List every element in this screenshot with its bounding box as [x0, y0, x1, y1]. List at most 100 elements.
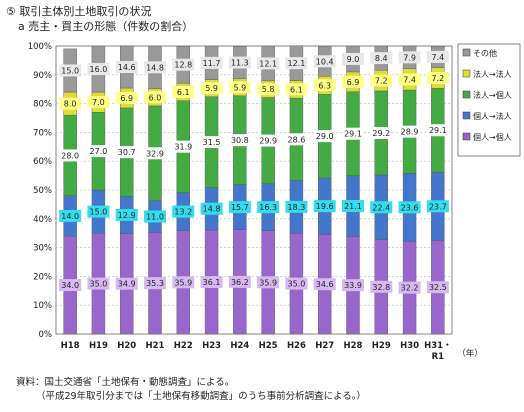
- y-tick-label: 70%: [33, 128, 52, 138]
- data-label: 11.7: [203, 59, 221, 68]
- data-label: 6.9: [347, 78, 360, 87]
- data-label-bg: [59, 64, 82, 77]
- x-tick-label: H20: [117, 341, 136, 351]
- data-label: 32.9: [146, 149, 164, 158]
- data-label: 11.0: [146, 212, 164, 221]
- data-label: 28.9: [401, 128, 419, 137]
- x-tick-label: H29: [372, 341, 391, 351]
- y-tick-label: 50%: [33, 186, 52, 196]
- data-label: 7.2: [375, 77, 388, 86]
- data-label: 30.7: [118, 148, 136, 157]
- data-label-bg: [172, 58, 195, 71]
- data-label: 18.3: [288, 203, 306, 212]
- y-tick-label: 90%: [33, 71, 52, 81]
- data-label: 8.4: [375, 54, 388, 63]
- data-label-bg: [59, 149, 82, 162]
- data-label: 6.0: [149, 93, 162, 102]
- data-label-bg: [200, 82, 223, 95]
- data-label-bg: [426, 124, 449, 137]
- data-label-bg: [313, 200, 336, 213]
- data-label: 35.9: [174, 278, 192, 287]
- x-tick-label: H22: [174, 341, 193, 351]
- data-label-bg: [426, 71, 449, 84]
- legend-swatch: [462, 111, 471, 120]
- data-label: 34.9: [118, 280, 136, 289]
- data-label-bg: [87, 205, 110, 218]
- footnote: （平成29年取引分までは「土地保有移動調査」のうち事前分析調査による。）: [36, 391, 367, 402]
- legend-swatch: [462, 48, 471, 57]
- data-label: 15.7: [231, 203, 249, 212]
- data-label: 31.9: [174, 143, 192, 152]
- data-label-bg: [285, 277, 308, 290]
- data-label: 15.0: [61, 66, 79, 75]
- data-label-bg: [228, 81, 251, 94]
- data-label: 19.6: [316, 202, 334, 211]
- data-label-bg: [144, 210, 166, 223]
- data-label-bg: [398, 73, 421, 86]
- data-label: 22.4: [372, 203, 390, 212]
- data-label: 23.7: [429, 202, 447, 211]
- data-label-bg: [172, 205, 195, 218]
- data-label-bg: [426, 50, 449, 63]
- data-label: 32.5: [429, 283, 447, 292]
- data-label-bg: [144, 61, 166, 74]
- data-label: 23.6: [401, 203, 419, 212]
- data-label-bg: [172, 140, 195, 153]
- data-label-bg: [370, 74, 393, 87]
- data-label-bg: [228, 275, 251, 288]
- data-label-bg: [144, 147, 166, 160]
- legend-swatch: [462, 90, 471, 99]
- data-label-bg: [87, 96, 110, 109]
- y-tick-label: 60%: [33, 157, 52, 167]
- data-label: 29.9: [259, 137, 277, 146]
- data-label-bg: [342, 279, 364, 292]
- chart-title: ⑤ 取引主体別土地取引の状況: [6, 5, 152, 18]
- legend-label: 法人→個人: [473, 90, 512, 100]
- data-label: 34.0: [61, 281, 79, 290]
- data-label-bg: [313, 130, 336, 143]
- y-tick-label: 20%: [33, 272, 52, 282]
- data-label-bg: [342, 52, 364, 65]
- data-label-bg: [200, 202, 223, 215]
- data-label-bg: [115, 277, 138, 290]
- x-tick-label: H31・ R1: [424, 341, 451, 362]
- data-label: 14.0: [61, 212, 79, 221]
- data-label: 21.1: [344, 202, 362, 211]
- y-tick-label: 10%: [33, 301, 52, 311]
- data-label-bg: [257, 201, 280, 214]
- data-label: 36.2: [231, 278, 249, 287]
- data-label: 35.3: [146, 279, 164, 288]
- data-label-bg: [115, 208, 138, 221]
- data-label: 6.9: [120, 94, 133, 103]
- data-label-bg: [370, 280, 393, 293]
- x-tick-label: H23: [202, 341, 221, 351]
- data-label-bg: [144, 277, 166, 290]
- data-label-bg: [200, 56, 223, 69]
- data-label: 7.9: [403, 53, 416, 62]
- x-tick-label: H27: [315, 341, 334, 351]
- data-label: 30.8: [231, 136, 249, 145]
- data-label: 14.8: [203, 205, 221, 214]
- data-label: 34.6: [316, 280, 334, 289]
- legend-label: 個人→法人: [473, 111, 512, 121]
- chart-subtitle: a 売主・買主の形態（件数の割合）: [18, 20, 194, 33]
- data-label: 14.6: [118, 63, 136, 72]
- data-label: 27.0: [90, 147, 108, 156]
- x-tick-label: H18: [61, 341, 80, 351]
- data-label: 10.4: [316, 57, 334, 66]
- data-label-bg: [200, 136, 223, 149]
- x-unit-label: （年）: [457, 348, 483, 359]
- data-label: 35.0: [90, 280, 108, 289]
- data-label-bg: [87, 277, 110, 290]
- data-label: 8.0: [64, 100, 77, 109]
- data-label-bg: [228, 134, 251, 147]
- data-label: 16.0: [90, 65, 108, 74]
- data-label-bg: [398, 125, 421, 138]
- data-label-bg: [285, 200, 308, 213]
- data-label-bg: [313, 79, 336, 92]
- data-label: 12.9: [118, 211, 136, 220]
- data-label-bg: [257, 83, 280, 96]
- legend-label: その他: [473, 48, 497, 58]
- data-label: 5.9: [233, 83, 246, 92]
- data-label-bg: [342, 199, 364, 212]
